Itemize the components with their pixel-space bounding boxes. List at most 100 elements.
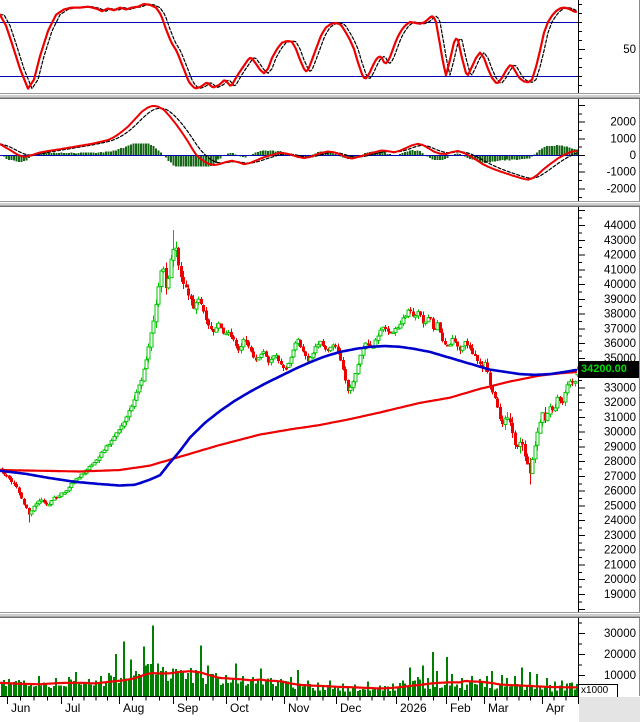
month-label: Feb	[450, 701, 471, 715]
volume-bar	[237, 683, 239, 696]
candle-body-down	[182, 277, 185, 284]
volume-bar	[257, 679, 259, 696]
axis-tick-label: -1000	[607, 167, 636, 179]
volume-bar	[399, 683, 401, 696]
macd-histogram-bar	[511, 155, 514, 160]
macd-histogram-bar	[444, 155, 446, 159]
macd-histogram-bar	[536, 152, 539, 155]
candle-body-down	[521, 441, 524, 445]
volume-bar	[312, 688, 314, 696]
volume-bar	[110, 675, 112, 696]
panel-separator[interactable]	[0, 201, 640, 207]
macd-histogram-bar	[548, 146, 551, 155]
macd-histogram-bar	[25, 155, 28, 161]
panel-separator[interactable]	[0, 93, 640, 99]
candle-body-up	[216, 322, 221, 329]
candle-body-up	[353, 373, 358, 383]
candle-body-down	[15, 484, 18, 488]
candle-body-up	[538, 421, 543, 434]
macd-histogram-bar	[135, 143, 137, 155]
macd-histogram-bar	[404, 151, 407, 155]
volume-bar	[576, 683, 578, 696]
candle-body-up	[122, 421, 127, 427]
axis-tick-label: 2000	[610, 117, 636, 129]
candle-body-down	[387, 328, 390, 332]
macd-histogram-bar	[254, 152, 257, 155]
candle-body-down	[299, 339, 302, 348]
volume-bar	[242, 676, 244, 696]
panel-separator[interactable]	[0, 612, 640, 618]
candle-body-up	[64, 490, 69, 494]
volume-bar	[334, 686, 336, 696]
macd-histogram-bar	[384, 152, 387, 155]
macd-histogram-bar	[488, 155, 491, 163]
macd-histogram-bar	[429, 155, 431, 158]
candle-body-down	[192, 298, 195, 309]
axis-tick-label: 22000	[604, 545, 636, 557]
macd-histogram-bar	[566, 146, 568, 155]
macd-histogram-bar	[331, 153, 334, 155]
candle-body-down	[55, 497, 58, 499]
volume-bar	[230, 682, 232, 696]
volume-bar	[304, 685, 306, 696]
candle-body-down	[304, 351, 307, 357]
macd-histogram-bar	[513, 155, 516, 160]
candle-body-up	[171, 249, 176, 261]
candle-body-up	[114, 432, 119, 438]
candle-body-up	[34, 503, 39, 507]
macd-histogram-bar	[145, 143, 147, 155]
volume-bar	[419, 679, 421, 696]
candle-body-up	[151, 320, 156, 334]
volume-bar	[245, 685, 247, 696]
axis-tick-label: 10000	[604, 670, 636, 682]
volume-bar	[262, 684, 264, 696]
macd-histogram-bar	[130, 144, 133, 155]
volume-bar	[170, 678, 172, 696]
candle-body-down	[235, 339, 238, 347]
candle-body-down	[180, 266, 183, 277]
candle-body-up	[403, 315, 408, 319]
candle-body-up	[161, 268, 166, 273]
volume-bar	[225, 675, 227, 696]
month-label: Aug	[123, 701, 144, 715]
volume-bar	[516, 683, 518, 696]
macd-histogram-bar	[232, 153, 235, 155]
candle-body-up	[356, 364, 361, 375]
macd-histogram-bar	[473, 155, 476, 160]
macd-histogram-bar	[22, 155, 25, 161]
month-label: Mar	[488, 701, 509, 715]
macd-histogram-bar	[17, 155, 20, 162]
candle-body-down	[409, 309, 412, 312]
volume-bar	[75, 671, 77, 696]
candle-body-up	[460, 345, 465, 351]
candle-body-up	[505, 417, 510, 420]
volume-bar	[434, 686, 436, 696]
candle-body-up	[328, 346, 333, 352]
macd-histogram-bar	[117, 149, 120, 155]
candle-body-down	[389, 331, 392, 334]
axis-tick-label: 26000	[604, 486, 636, 498]
macd-histogram-bar	[199, 155, 202, 167]
volume-bar	[332, 688, 334, 696]
macd-histogram-bar	[446, 155, 449, 158]
volume-bar	[496, 688, 498, 696]
macd-histogram-bar	[10, 155, 13, 160]
macd-histogram-bar	[386, 153, 389, 155]
candle-body-down	[446, 344, 449, 347]
volume-bar	[78, 682, 80, 696]
candle-body-up	[450, 338, 455, 345]
candle-body-up	[119, 425, 124, 430]
macd-histogram-bar	[506, 155, 509, 160]
macd-histogram-bar	[90, 152, 93, 155]
candle-body-up	[139, 379, 144, 386]
candle-wick	[213, 329, 214, 336]
candle-body-down	[367, 343, 370, 346]
candle-body-up	[226, 332, 231, 335]
candle-body-down	[222, 327, 225, 334]
candle-body-down	[454, 338, 457, 342]
macd-histogram-bar	[70, 152, 73, 155]
volume-bar	[115, 654, 117, 696]
candle-body-down	[571, 380, 574, 383]
